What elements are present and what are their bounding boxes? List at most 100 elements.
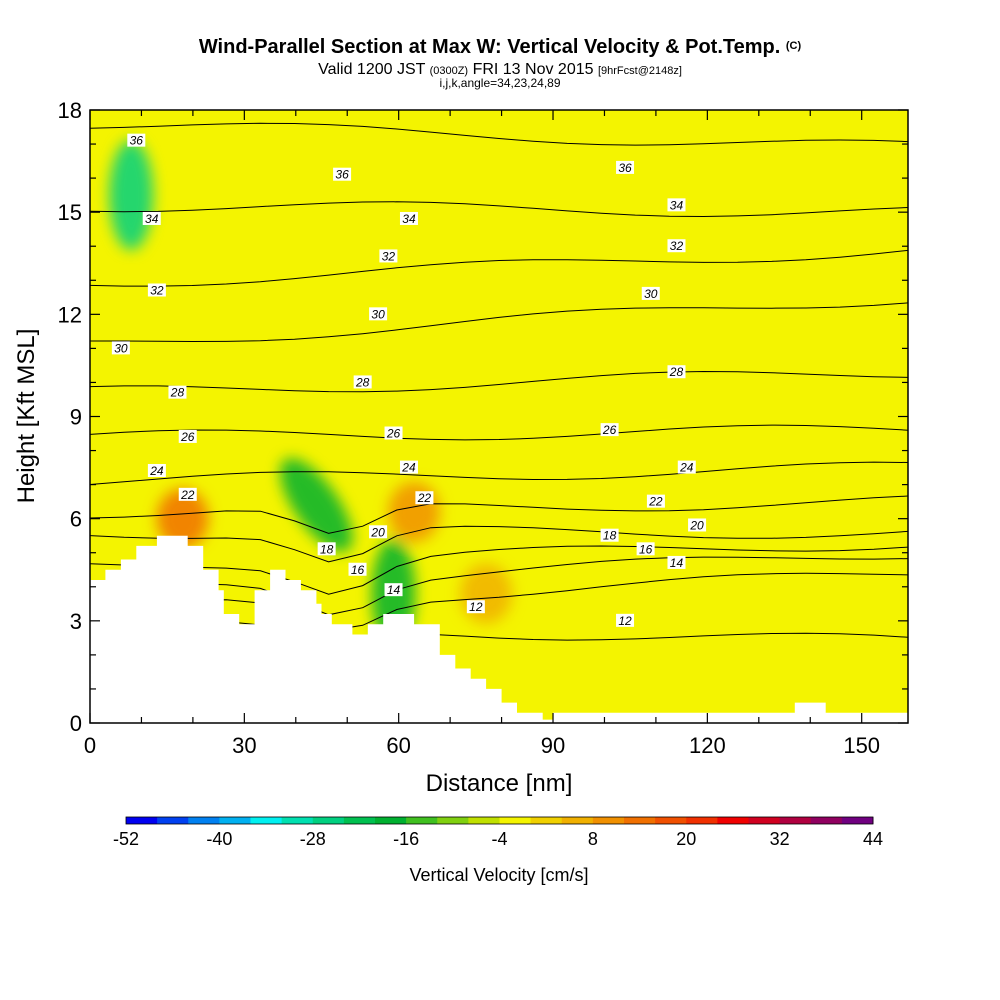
colorbar-swatch: [250, 817, 283, 824]
contour-label-bg: [466, 600, 485, 614]
contour-label-bg: [142, 211, 161, 225]
contour-label: 24: [401, 461, 416, 475]
contour-label: 34: [145, 212, 159, 226]
theta-contour-18: [90, 545, 908, 595]
contour-label-bg: [348, 562, 367, 576]
colorbar-tick-label: -52: [113, 829, 139, 849]
x-tick-label: 90: [541, 733, 565, 758]
theta-contour-32: [90, 249, 908, 287]
theta-contour-28: [90, 370, 908, 393]
contour-label: 18: [320, 542, 334, 556]
contour-label: 28: [669, 365, 684, 379]
contour-label: 36: [618, 161, 632, 175]
colorbar-swatch: [624, 817, 656, 824]
contour-label-bg: [667, 555, 686, 569]
updraft-region: [156, 488, 209, 549]
contour-label: 26: [602, 423, 617, 437]
colorbar-swatch: [686, 817, 718, 824]
colorbar-tick-label: 20: [676, 829, 696, 849]
contour-label-bg: [399, 460, 418, 474]
contour-label: 16: [351, 563, 365, 577]
contour-label: 26: [180, 430, 195, 444]
contour-label-bg: [111, 341, 130, 355]
contour-label: 26: [386, 427, 401, 441]
colorbar-tick-label: 8: [588, 829, 598, 849]
contour-label-bg: [667, 198, 686, 212]
colorbar-swatch: [375, 817, 407, 824]
chart-subtitle: Valid 1200 JST (0300Z) FRI 13 Nov 2015 […: [0, 61, 1000, 79]
downdraft-region: [280, 458, 353, 552]
y-tick-label: 3: [70, 609, 82, 634]
contour-label: 34: [402, 212, 416, 226]
colorbar-swatch: [530, 817, 563, 824]
contour-label-bg: [384, 426, 403, 440]
contour-label: 20: [370, 525, 385, 539]
y-axis-label: Height [Kft MSL]: [13, 329, 40, 504]
colorbar-tick-label: -4: [491, 829, 507, 849]
contour-label: 24: [149, 464, 164, 478]
y-tick-label: 9: [70, 405, 82, 430]
theta-contour-26: [90, 424, 908, 441]
y-tick-label: 15: [58, 200, 82, 225]
colorbar-swatch: [717, 817, 749, 824]
contour-label: 34: [670, 198, 684, 212]
colorbar-swatch: [499, 817, 532, 824]
contour-labels: 36 36 36 34 34 34 32 32 32 30 30 30 28 28 28 26 26 26 24 24…: [111, 133, 707, 628]
theta-contour-14: [90, 572, 908, 632]
y-tick-label: 0: [70, 711, 82, 736]
theta-contour-16: [90, 556, 908, 616]
contour-label: 32: [670, 239, 684, 253]
theta-contour-20: [90, 525, 908, 563]
contour-label-bg: [168, 385, 187, 399]
contour-label-bg: [333, 167, 352, 181]
contour-label-bg: [600, 423, 619, 437]
downdraft-region: [109, 140, 154, 251]
contour-label-bg: [646, 494, 665, 508]
x-tick-label: 120: [689, 733, 726, 758]
colorbar-tick-label: -16: [393, 829, 419, 849]
copyright-mark: (C): [785, 40, 802, 52]
x-axis-label: Distance [nm]: [426, 770, 573, 797]
contour-label: 30: [371, 307, 385, 321]
colorbar-swatch: [281, 817, 314, 824]
colorbar-swatch: [810, 817, 843, 824]
colorbar-swatch: [343, 817, 376, 824]
contour-label-bg: [379, 249, 398, 263]
contour-label-bg: [127, 133, 146, 147]
valid-prefix: Valid 1200 JST: [318, 61, 426, 78]
theta-contour-34: [90, 201, 908, 218]
contour-label: 14: [387, 583, 401, 597]
contour-label: 36: [335, 168, 349, 182]
contour-label: 28: [170, 386, 185, 400]
theta-contours: [90, 122, 908, 656]
contour-label-bg: [353, 375, 372, 389]
contour-label-bg: [641, 286, 660, 300]
contour-label-bg: [147, 283, 166, 297]
contour-label: 30: [114, 341, 128, 355]
colorbar-swatch: [468, 817, 500, 824]
contour-label-bg: [667, 365, 686, 379]
contour-label: 32: [150, 283, 164, 297]
theta-contour-36: [90, 122, 908, 146]
theta-contour-30: [90, 302, 908, 343]
colorbar: -52 -40 -28 -16 -4 8 20 32 44: [113, 816, 883, 849]
contour-label: 16: [639, 542, 653, 556]
updraft-region: [460, 563, 513, 624]
contour-label-bg: [399, 211, 418, 225]
contour-label-bg: [616, 613, 635, 627]
contour-label-bg: [178, 487, 197, 501]
colorbar-swatch: [779, 817, 812, 824]
title-text: Wind-Parallel Section at Max W: Vertical…: [198, 36, 781, 58]
theta-contour-22: [90, 495, 908, 534]
colorbar-tick-label: 44: [863, 829, 883, 849]
contour-label: 24: [679, 461, 694, 475]
colorbar-swatch: [748, 817, 781, 824]
colorbar-tick-label: 32: [770, 829, 790, 849]
contour-label: 22: [648, 495, 663, 509]
colorbar-swatch: [592, 817, 625, 824]
grid-indices: i,j,k,angle=34,23,24,89: [439, 76, 561, 90]
contour-label: 22: [180, 488, 195, 502]
colorbar-swatch: [157, 817, 189, 824]
